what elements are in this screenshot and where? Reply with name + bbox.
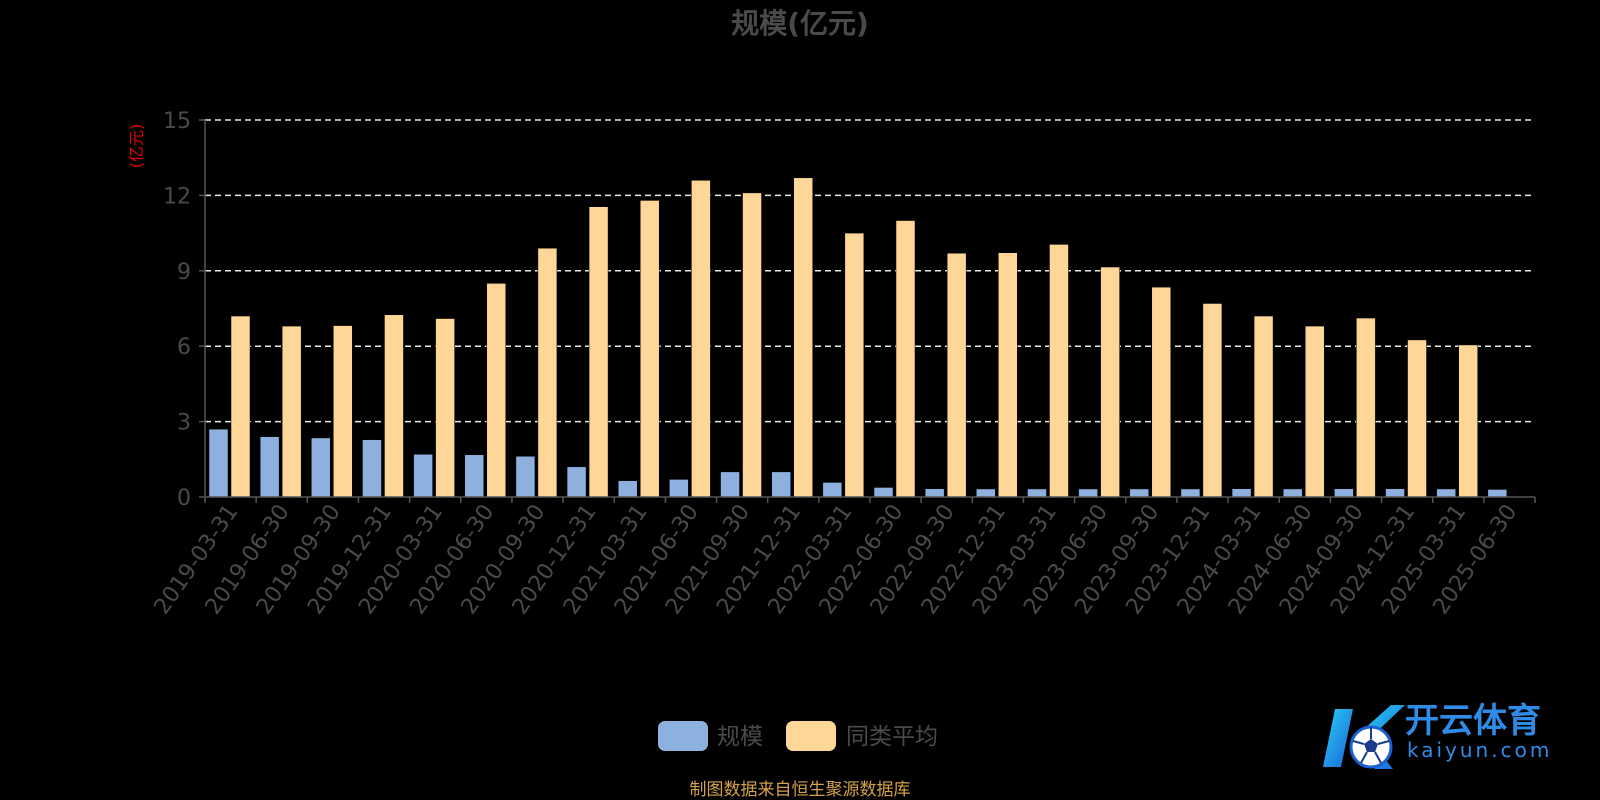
y-tick-label: 15 [163, 109, 191, 134]
bar-scale [1282, 488, 1303, 498]
bar-scale [1180, 488, 1201, 498]
bar-peer-average [1202, 303, 1223, 498]
logo-text-cn: 开云体育 [1405, 701, 1541, 741]
bar-scale [362, 439, 382, 498]
bar-scale [311, 437, 331, 498]
source-note: 制图数据来自恒生聚源数据库 [690, 780, 911, 800]
bar-peer-average [1407, 339, 1427, 498]
bar-scale [566, 466, 587, 498]
y-tick-label: 0 [177, 486, 191, 511]
logo-text-en: kaiyun.com [1407, 738, 1552, 762]
bar-peer-average [1304, 325, 1325, 498]
bar-scale [771, 471, 791, 498]
bar-peer-average [435, 318, 455, 498]
bar-peer-average [895, 220, 916, 498]
bar-scale [1385, 488, 1405, 498]
bar-scale [1078, 488, 1098, 498]
bar-scale [464, 454, 485, 498]
bar-scale [1436, 488, 1456, 498]
legend-label-scale: 规模 [717, 724, 763, 750]
y-tick-label: 9 [177, 260, 191, 285]
bar-peer-average [537, 247, 558, 498]
bar-scale [413, 454, 433, 498]
bar-scale [669, 479, 689, 498]
bar-peer-average [639, 200, 660, 498]
y-tick-label: 12 [163, 184, 191, 209]
gridlines [205, 119, 1535, 423]
legend-label-peer-average: 同类平均 [846, 724, 938, 750]
bar-scale [515, 456, 536, 498]
bar-peer-average [691, 180, 711, 498]
bar-scale [1129, 488, 1150, 498]
bar-peer-average [793, 177, 813, 498]
bar-peer-average [1356, 317, 1376, 498]
y-axis-unit-label: (亿元) [127, 124, 146, 169]
bar-peer-average [281, 325, 302, 498]
bar-scale [1231, 488, 1252, 498]
bar-scale [822, 482, 843, 498]
bar-scale [720, 471, 740, 498]
y-tick-label: 6 [177, 335, 191, 360]
bar-scale [976, 488, 996, 498]
bar-peer-average [384, 314, 404, 498]
bar-scale [873, 487, 894, 498]
bar-peer-average [1458, 344, 1478, 498]
bar-peer-average [1100, 266, 1120, 498]
y-tick-label: 3 [177, 411, 191, 436]
bar-peer-average [844, 232, 865, 498]
bar-peer-average [1253, 315, 1274, 498]
legend-swatch-scale [658, 721, 708, 751]
kaiyun-logo: 开云体育 kaiyun.com [1323, 701, 1552, 769]
bar-scale [259, 436, 280, 498]
bar-scale [1487, 489, 1508, 498]
bar-peer-average [486, 283, 507, 498]
bar-peer-average [1151, 286, 1172, 498]
chart-title: 规模(亿元) [731, 7, 869, 40]
bar-scale [208, 428, 229, 498]
bar-peer-average [588, 206, 609, 498]
bars [208, 177, 1508, 498]
bar-peer-average [946, 252, 967, 498]
bar-peer-average [1049, 244, 1069, 498]
bar-scale [924, 488, 945, 498]
bar-peer-average [998, 252, 1018, 498]
legend-swatch-peer-average [786, 721, 836, 751]
bar-scale [1027, 488, 1047, 498]
axes: 036912152019-03-312019-06-302019-09-3020… [150, 109, 1536, 619]
bar-peer-average [742, 192, 762, 498]
bar-scale [1334, 488, 1354, 498]
bar-scale [617, 480, 638, 498]
legend[interactable]: 规模 同类平均 [658, 721, 938, 751]
bar-peer-average [333, 325, 353, 498]
bar-peer-average [230, 315, 251, 498]
